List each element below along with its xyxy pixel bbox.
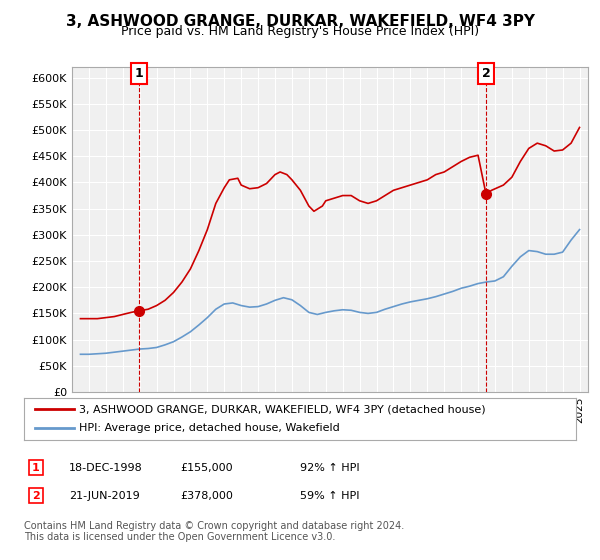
- Text: 21-JUN-2019: 21-JUN-2019: [69, 491, 140, 501]
- Text: 92% ↑ HPI: 92% ↑ HPI: [300, 463, 359, 473]
- Text: Contains HM Land Registry data © Crown copyright and database right 2024.
This d: Contains HM Land Registry data © Crown c…: [24, 521, 404, 543]
- Text: 1: 1: [32, 463, 40, 473]
- Text: HPI: Average price, detached house, Wakefield: HPI: Average price, detached house, Wake…: [79, 423, 340, 433]
- Text: £378,000: £378,000: [180, 491, 233, 501]
- Text: 3, ASHWOOD GRANGE, DURKAR, WAKEFIELD, WF4 3PY (detached house): 3, ASHWOOD GRANGE, DURKAR, WAKEFIELD, WF…: [79, 404, 486, 414]
- Text: Price paid vs. HM Land Registry's House Price Index (HPI): Price paid vs. HM Land Registry's House …: [121, 25, 479, 38]
- Text: 59% ↑ HPI: 59% ↑ HPI: [300, 491, 359, 501]
- Text: £155,000: £155,000: [180, 463, 233, 473]
- Text: 18-DEC-1998: 18-DEC-1998: [69, 463, 143, 473]
- Text: 1: 1: [134, 67, 143, 80]
- Text: 2: 2: [32, 491, 40, 501]
- Text: 3, ASHWOOD GRANGE, DURKAR, WAKEFIELD, WF4 3PY: 3, ASHWOOD GRANGE, DURKAR, WAKEFIELD, WF…: [65, 14, 535, 29]
- Text: 2: 2: [482, 67, 490, 80]
